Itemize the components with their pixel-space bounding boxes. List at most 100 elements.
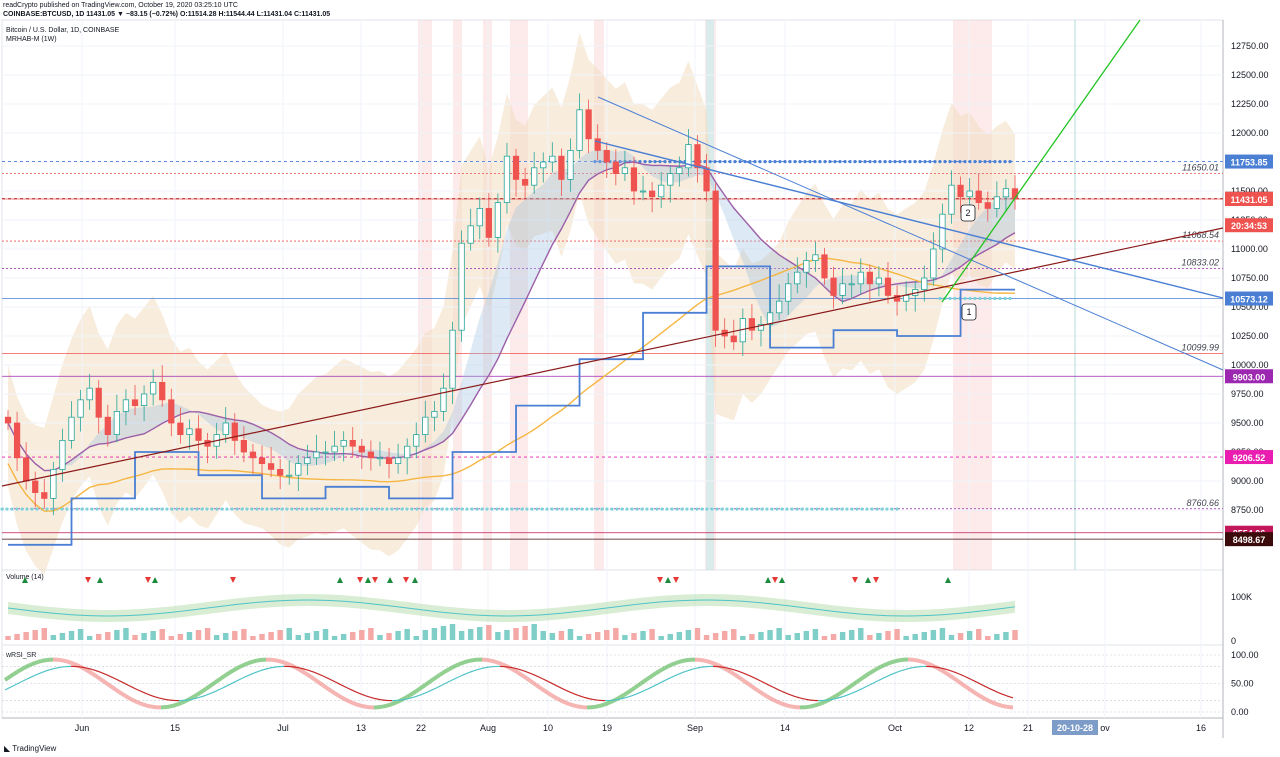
rsi-seg [76,663,81,669]
rsi-seg [411,689,418,695]
indicator-lines [7,149,1016,546]
volume-bar-24 [223,633,229,640]
volume-bar-35 [322,629,329,640]
support-dot [670,507,674,511]
volume-bar-105 [957,633,964,640]
rsi-signal-seg [589,698,594,701]
support-dot [445,507,449,511]
rsi-seg [457,661,462,667]
support-dot [855,507,859,511]
candle-body-63 [576,109,583,151]
rsi-seg [778,700,783,706]
rsi-signal-seg [676,672,681,676]
rsi-signal-seg [439,684,444,687]
rsi-signal-seg [763,682,768,685]
rsi-signal-seg [472,669,477,672]
rsi-signal-seg [343,685,348,689]
candle-body-49 [449,329,456,389]
support-dot [815,507,819,511]
volume-bar-66 [604,630,610,640]
rsi-seg [829,695,834,702]
candle-body-80 [730,335,737,343]
rsi-seg [565,700,570,706]
support-dot [220,507,224,511]
rsi-seg [886,660,891,666]
rsi-seg [883,662,888,668]
rsi-signal-seg [841,695,846,698]
rsi-signal-seg [844,694,849,697]
volume-bar-104 [948,635,955,640]
support-dot [60,507,64,511]
rsi-signal-seg [352,690,357,693]
price-badge-5: 9903.00 [1233,372,1266,382]
rsi-signal-seg [571,692,576,695]
rsi-signal-seg [640,690,645,693]
rsi-signal-seg [754,677,759,681]
support-dot [823,160,827,164]
candle-body-11 [104,416,111,436]
weekly-step-line [8,265,1015,546]
rsi-seg [790,704,795,709]
rsi-seg [991,700,996,706]
rsi-seg [502,662,507,668]
volume-bar-3 [32,630,38,640]
support-dot [895,507,899,511]
rsi-seg [781,701,786,707]
price-badges: 11753.8511433.5011431.0520:34:5310573.12… [1225,154,1273,547]
rsi-signal-seg [967,677,972,680]
rsi-seg [709,660,714,665]
rsi-seg [642,677,649,683]
volume-bar-14 [132,635,138,640]
support-dot [763,160,767,164]
rsi-signal-seg [376,698,381,701]
rsi-signal-seg [268,667,273,669]
rsi-seg [837,690,844,696]
rsi-seg [975,692,982,698]
rsi-seg [423,681,430,687]
rsi-seg [732,672,739,678]
price-envelope [8,32,1015,575]
rsi-seg [985,697,990,703]
rsi-seg [225,670,232,677]
support-dot [585,507,589,511]
rsi-seg [178,700,183,706]
red-zone-4 [594,20,604,570]
rsi-seg [306,673,313,679]
rsi-signal-seg [520,669,525,672]
rsi-signal-seg [244,675,249,678]
rsi-signal-seg [682,670,687,673]
time-tick-10: Oct [888,723,903,733]
rsi-signal-seg [220,686,225,690]
support-dot [963,296,967,301]
rsi-signal-seg [799,697,804,700]
rsi-seg [417,685,424,691]
rsi-signal-seg [736,670,741,673]
rsi-signal-seg [673,674,678,677]
support-dot [695,507,699,511]
candle-body-90 [821,254,828,279]
rsi-signal-seg [133,687,138,691]
rsi-signal-seg [697,666,702,669]
rsi-seg [729,670,736,676]
rsi-seg [951,676,958,682]
rsi-seg [922,659,927,665]
time-tick-0: Jun [75,723,90,733]
rsi-signal-seg [367,695,372,699]
candle-body-103 [939,213,946,250]
candle-body-59 [540,161,547,169]
rsi-signal-seg [727,667,732,670]
support-dot [843,160,847,164]
rsi-signal-seg [361,693,366,697]
rsi-signal-seg [82,666,87,669]
cursor-date: 20-10-28 [1057,723,1093,733]
rsi-seg [880,663,885,669]
volume-bar-111 [1012,630,1018,640]
price-badge-6: 9206.52 [1233,453,1266,463]
support-dot [685,507,689,511]
support-dot [983,160,987,164]
candle-body-70 [639,190,647,193]
volume-bar-25 [232,631,238,640]
rsi-seg [222,672,229,678]
rsi-signal-seg [484,666,489,669]
